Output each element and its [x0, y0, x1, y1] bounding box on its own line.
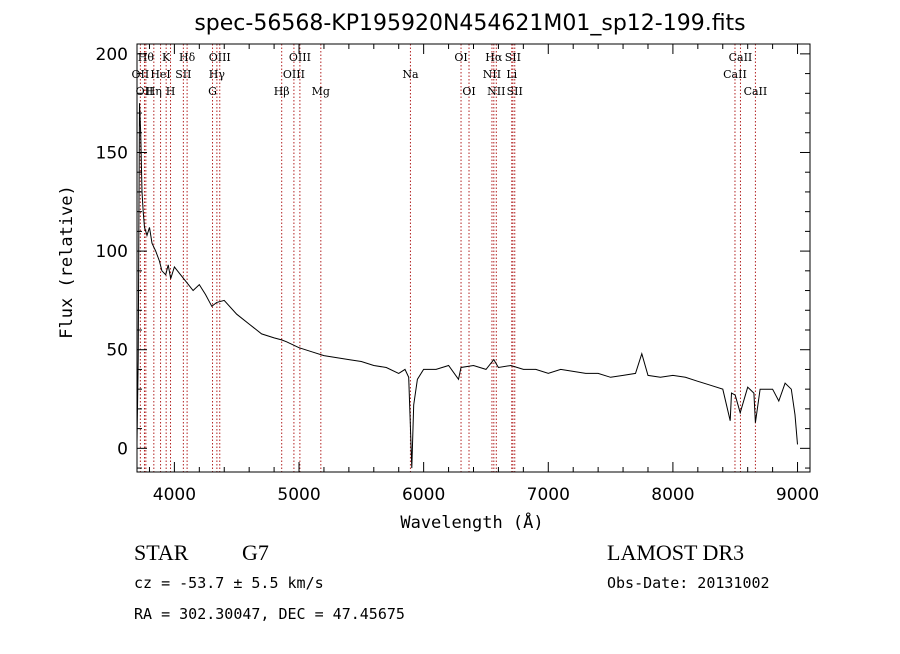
- spectral-line-markers: [139, 44, 756, 472]
- line-label-16: Na: [402, 68, 419, 81]
- line-label-19: NII: [483, 68, 501, 81]
- line-label-22: Li: [506, 68, 517, 81]
- x-tick-label: 5000: [277, 485, 320, 505]
- line-label-27: CaII: [744, 85, 768, 98]
- line-label-21: NII: [487, 85, 505, 98]
- x-tick-label: 8000: [651, 485, 694, 505]
- line-label-5: K: [162, 51, 171, 64]
- sky-coordinates: RA = 302.30047, DEC = 47.45675: [134, 605, 405, 623]
- line-label-6: H: [166, 85, 176, 98]
- line-label-10: Hγ: [209, 68, 226, 81]
- x-tick-label: 4000: [153, 485, 196, 505]
- line-label-18: OI: [462, 85, 475, 98]
- y-tick-label: 0: [117, 439, 128, 459]
- line-label-20: Hα: [485, 51, 503, 64]
- line-label-26: CaII: [729, 51, 753, 64]
- line-label-9: G: [208, 85, 217, 98]
- line-label-17: OI: [454, 51, 467, 64]
- x-tick-label: 9000: [776, 485, 819, 505]
- survey-name: LAMOST DR3: [607, 540, 744, 565]
- plot-frame: [136, 43, 811, 473]
- y-axis-ticks: 0 50 100 150 200: [96, 45, 810, 469]
- x-tick-label: 6000: [402, 485, 445, 505]
- line-label-15: Mg: [312, 85, 330, 98]
- line-label-1: OII: [136, 85, 154, 98]
- line-label-0: OII: [132, 68, 150, 81]
- line-label-3: Hη: [146, 85, 162, 98]
- redshift-velocity: cz = -53.7 ± 5.5 km/s: [134, 574, 324, 592]
- y-tick-label: 150: [96, 143, 128, 163]
- y-tick-label: 50: [106, 341, 128, 361]
- y-tick-label: 200: [96, 45, 128, 65]
- object-subclass: G7: [242, 540, 269, 565]
- line-label-2: Hθ: [138, 51, 155, 64]
- line-label-13: OIII: [283, 68, 305, 81]
- object-class: STAR: [134, 540, 189, 565]
- line-label-14: OIII: [289, 51, 311, 64]
- observation-date: Obs-Date: 20131002: [607, 574, 770, 592]
- y-axis-label: Flux (relative): [57, 185, 77, 339]
- line-label-7: SII: [175, 68, 191, 81]
- chart-title: spec-56568-KP195920N454621M01_sp12-199.f…: [194, 11, 745, 36]
- x-axis-ticks: 4000 5000 6000 7000 8000 9000: [148, 44, 819, 505]
- spectrum-series-line: [136, 103, 798, 469]
- x-axis-label: Wavelength (Å): [400, 511, 543, 533]
- line-label-24: SII: [507, 85, 523, 98]
- x-tick-label: 7000: [527, 485, 570, 505]
- spectral-line-labels: OII OII Hθ Hη HeI K H SII Hδ G Hγ OIII Hβ OIII OIII Mg N…: [132, 51, 768, 98]
- y-tick-label: 100: [96, 242, 128, 262]
- line-label-4: HeI: [150, 68, 170, 81]
- line-label-12: Hβ: [274, 85, 290, 98]
- line-label-8: Hδ: [179, 51, 196, 64]
- line-label-11: OIII: [209, 51, 231, 64]
- line-label-25: CaII: [723, 68, 747, 81]
- line-label-23: SII: [505, 51, 521, 64]
